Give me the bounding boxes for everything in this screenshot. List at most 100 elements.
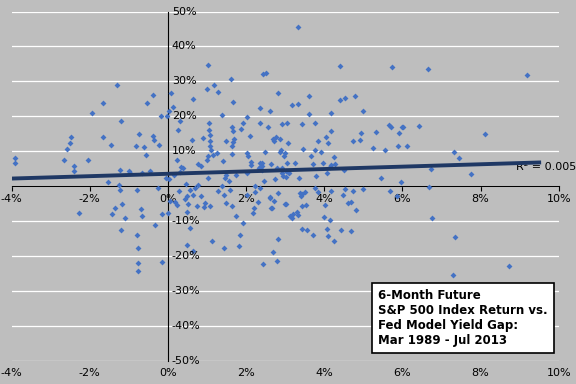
Point	[177, 164, 186, 170]
Point	[285, 213, 294, 219]
Point	[236, 126, 245, 132]
Point	[308, 232, 317, 238]
Point	[213, 188, 222, 194]
Point	[164, 108, 173, 114]
Point	[294, 23, 303, 30]
Point	[274, 237, 283, 243]
Point	[310, 147, 319, 153]
Point	[274, 190, 283, 196]
Point	[173, 156, 182, 162]
Text: 6%: 6%	[393, 368, 411, 378]
Point	[181, 180, 191, 187]
Point	[196, 162, 205, 169]
Point	[327, 128, 336, 134]
Point	[259, 71, 268, 77]
Point	[351, 93, 360, 99]
Text: 30%: 30%	[172, 76, 196, 86]
Point	[340, 186, 349, 192]
Point	[199, 204, 209, 210]
Point	[156, 113, 165, 119]
Point	[386, 124, 396, 130]
Text: 50%: 50%	[172, 7, 196, 17]
Text: R² = 0.005: R² = 0.005	[516, 162, 576, 172]
Point	[280, 200, 289, 207]
Point	[227, 203, 236, 209]
Point	[277, 121, 286, 127]
Point	[348, 188, 358, 194]
Point	[118, 202, 127, 208]
Point	[193, 203, 202, 209]
Point	[256, 105, 265, 111]
Point	[448, 272, 457, 278]
Point	[188, 248, 198, 254]
Point	[229, 99, 238, 105]
Point	[193, 182, 202, 188]
Point	[341, 95, 350, 101]
Point	[141, 152, 150, 158]
Point	[161, 175, 170, 181]
Point	[107, 211, 116, 217]
Point	[179, 164, 188, 170]
Point	[351, 207, 361, 213]
Point	[454, 155, 464, 161]
Point	[273, 258, 282, 264]
Point	[131, 143, 140, 149]
Point	[188, 192, 197, 198]
Point	[388, 64, 397, 70]
Point	[149, 92, 158, 98]
Point	[267, 161, 276, 167]
Point	[385, 187, 395, 194]
Point	[256, 164, 265, 170]
Point	[232, 172, 241, 178]
Point	[133, 268, 142, 274]
Point	[115, 182, 124, 189]
Point	[11, 160, 20, 166]
Point	[213, 150, 222, 156]
Point	[107, 141, 116, 147]
Point	[206, 138, 215, 144]
Point	[256, 120, 265, 126]
Point	[210, 82, 219, 88]
Point	[323, 140, 332, 146]
Point	[258, 163, 267, 169]
Point	[310, 185, 320, 191]
Point	[153, 185, 162, 192]
Point	[403, 143, 412, 149]
Point	[348, 138, 357, 144]
Point	[480, 131, 490, 137]
Point	[346, 199, 355, 205]
Point	[296, 190, 305, 196]
Point	[117, 118, 126, 124]
Point	[423, 66, 432, 72]
Point	[293, 209, 302, 215]
Point	[281, 150, 290, 156]
Point	[257, 167, 266, 173]
Point	[170, 172, 179, 178]
Point	[397, 124, 407, 131]
Point	[298, 146, 308, 152]
Point	[120, 215, 129, 221]
Point	[133, 245, 142, 251]
Point	[204, 175, 213, 181]
Point	[228, 142, 237, 149]
Point	[98, 134, 107, 140]
Point	[148, 132, 157, 139]
Point	[321, 134, 331, 141]
Point	[297, 190, 306, 197]
Point	[166, 90, 176, 96]
Point	[270, 199, 279, 205]
Point	[181, 196, 190, 202]
Point	[275, 149, 285, 155]
Point	[137, 206, 146, 212]
Point	[220, 175, 229, 181]
Text: 10%: 10%	[172, 146, 196, 156]
Point	[175, 169, 184, 175]
Point	[185, 187, 195, 194]
Point	[425, 184, 434, 190]
Point	[98, 99, 108, 106]
Point	[262, 70, 271, 76]
Point	[450, 234, 460, 240]
Point	[278, 170, 287, 177]
Point	[320, 214, 329, 220]
Point	[213, 89, 222, 95]
